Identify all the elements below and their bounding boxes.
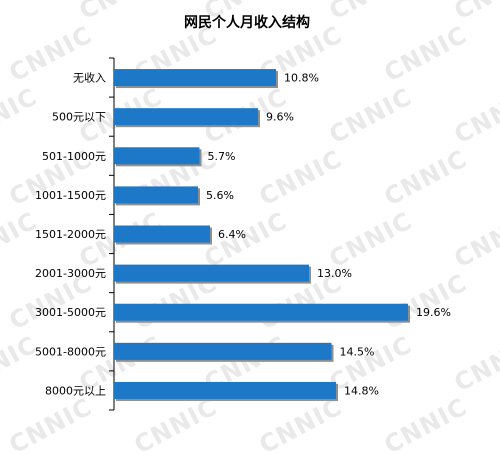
chart-title: 网民个人月收入结构	[184, 14, 310, 31]
bar	[114, 342, 332, 360]
bar	[114, 69, 276, 87]
value-label: 5.7%	[208, 150, 236, 163]
value-label: 14.8%	[344, 384, 379, 397]
bar	[114, 381, 336, 399]
category-label: 8000元以上	[45, 384, 106, 397]
category-label: 501-1000元	[42, 150, 106, 163]
category-label: 3001-5000元	[35, 306, 106, 319]
value-label: 9.6%	[266, 111, 294, 124]
category-label: 1001-1500元	[35, 189, 106, 202]
value-label: 13.0%	[317, 267, 352, 280]
bar	[114, 303, 408, 321]
category-label: 1501-2000元	[35, 228, 106, 241]
bar	[114, 225, 210, 243]
category-label: 无收入	[73, 71, 106, 85]
value-label: 14.5%	[340, 345, 375, 358]
bar	[114, 108, 258, 126]
bar	[114, 264, 309, 282]
bar	[114, 147, 200, 165]
category-label: 5001-8000元	[35, 345, 106, 358]
value-label: 5.6%	[206, 189, 234, 202]
value-label: 19.6%	[416, 306, 451, 319]
category-label: 500元以下	[52, 111, 106, 124]
category-label: 2001-3000元	[35, 267, 106, 280]
value-label: 6.4%	[218, 228, 246, 241]
bar	[114, 186, 198, 204]
value-label: 10.8%	[284, 72, 319, 85]
